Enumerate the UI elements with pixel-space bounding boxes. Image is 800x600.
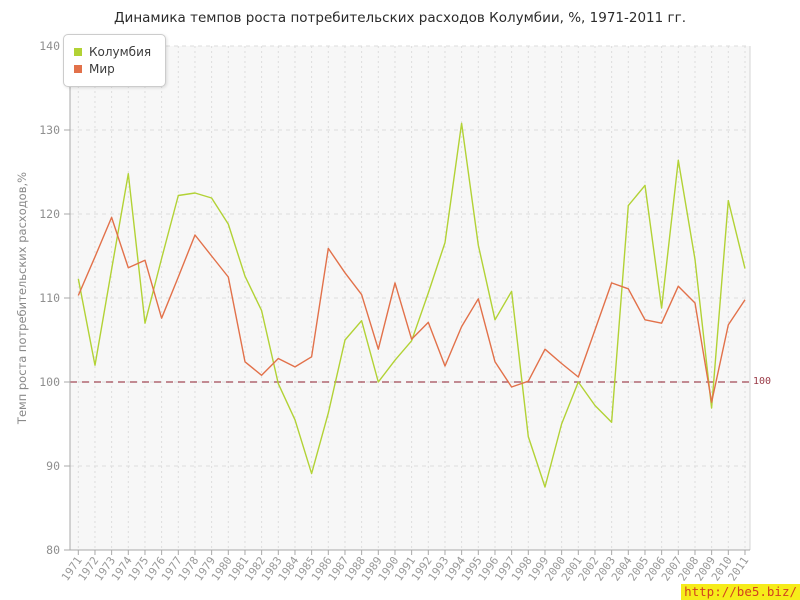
watermark-link[interactable]: http://be5.biz/ bbox=[681, 584, 800, 600]
reference-line-label: 100 bbox=[753, 376, 772, 387]
y-axis-label: Темп роста потребительских расходов,% bbox=[15, 171, 29, 425]
line-world bbox=[77, 216, 746, 403]
legend: Колумбия Мир bbox=[63, 34, 167, 87]
y-tick-label: 80 bbox=[46, 543, 60, 557]
y-tick-label: 110 bbox=[39, 291, 60, 305]
line-colombia bbox=[77, 122, 746, 488]
y-tick-label: 90 bbox=[46, 459, 60, 473]
legend-swatch-world bbox=[74, 65, 82, 73]
legend-item-colombia: Колумбия bbox=[74, 45, 151, 59]
legend-item-world: Мир bbox=[74, 62, 151, 76]
y-tick-label: 130 bbox=[39, 123, 60, 137]
y-tick-label: 120 bbox=[39, 207, 60, 221]
y-tick-label: 140 bbox=[39, 39, 60, 53]
chart-title: Динамика темпов роста потребительских ра… bbox=[114, 10, 686, 26]
legend-label-world: Мир bbox=[89, 62, 115, 76]
legend-label-colombia: Колумбия bbox=[89, 45, 152, 59]
legend-swatch-colombia bbox=[74, 48, 82, 56]
y-tick-label: 100 bbox=[39, 375, 60, 389]
